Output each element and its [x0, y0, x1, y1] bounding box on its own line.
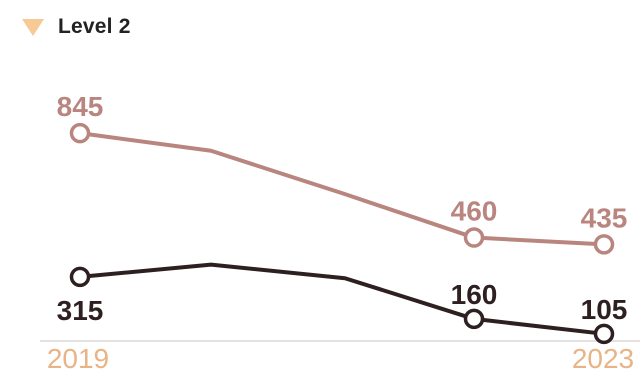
series-1-data-label-3: 160: [451, 279, 498, 310]
series-1-data-label-0: 315: [57, 295, 104, 326]
series-0-line: [78, 131, 606, 247]
series-1-line: [78, 262, 606, 336]
series-0-data-label-3: 460: [451, 196, 498, 227]
series-1-data-label-4: 105: [581, 294, 628, 325]
series-0-point-4: [593, 234, 615, 255]
series-0-point-0: [69, 122, 91, 144]
series-0-data-label-0: 845: [57, 91, 104, 122]
legend: Level 2: [22, 12, 131, 42]
legend-label: Level 2: [58, 15, 131, 38]
x-tick-label-0: 2019: [47, 343, 109, 373]
series-0-data-label-4: 435: [581, 202, 628, 233]
triangle-down-icon: [22, 18, 44, 36]
series-1-point-3: [463, 308, 485, 330]
series-1-point-0: [69, 266, 91, 288]
series-0-point-3: [463, 227, 485, 248]
x-tick-label-1: 2023: [572, 343, 634, 373]
series-1-point-4: [593, 323, 615, 345]
